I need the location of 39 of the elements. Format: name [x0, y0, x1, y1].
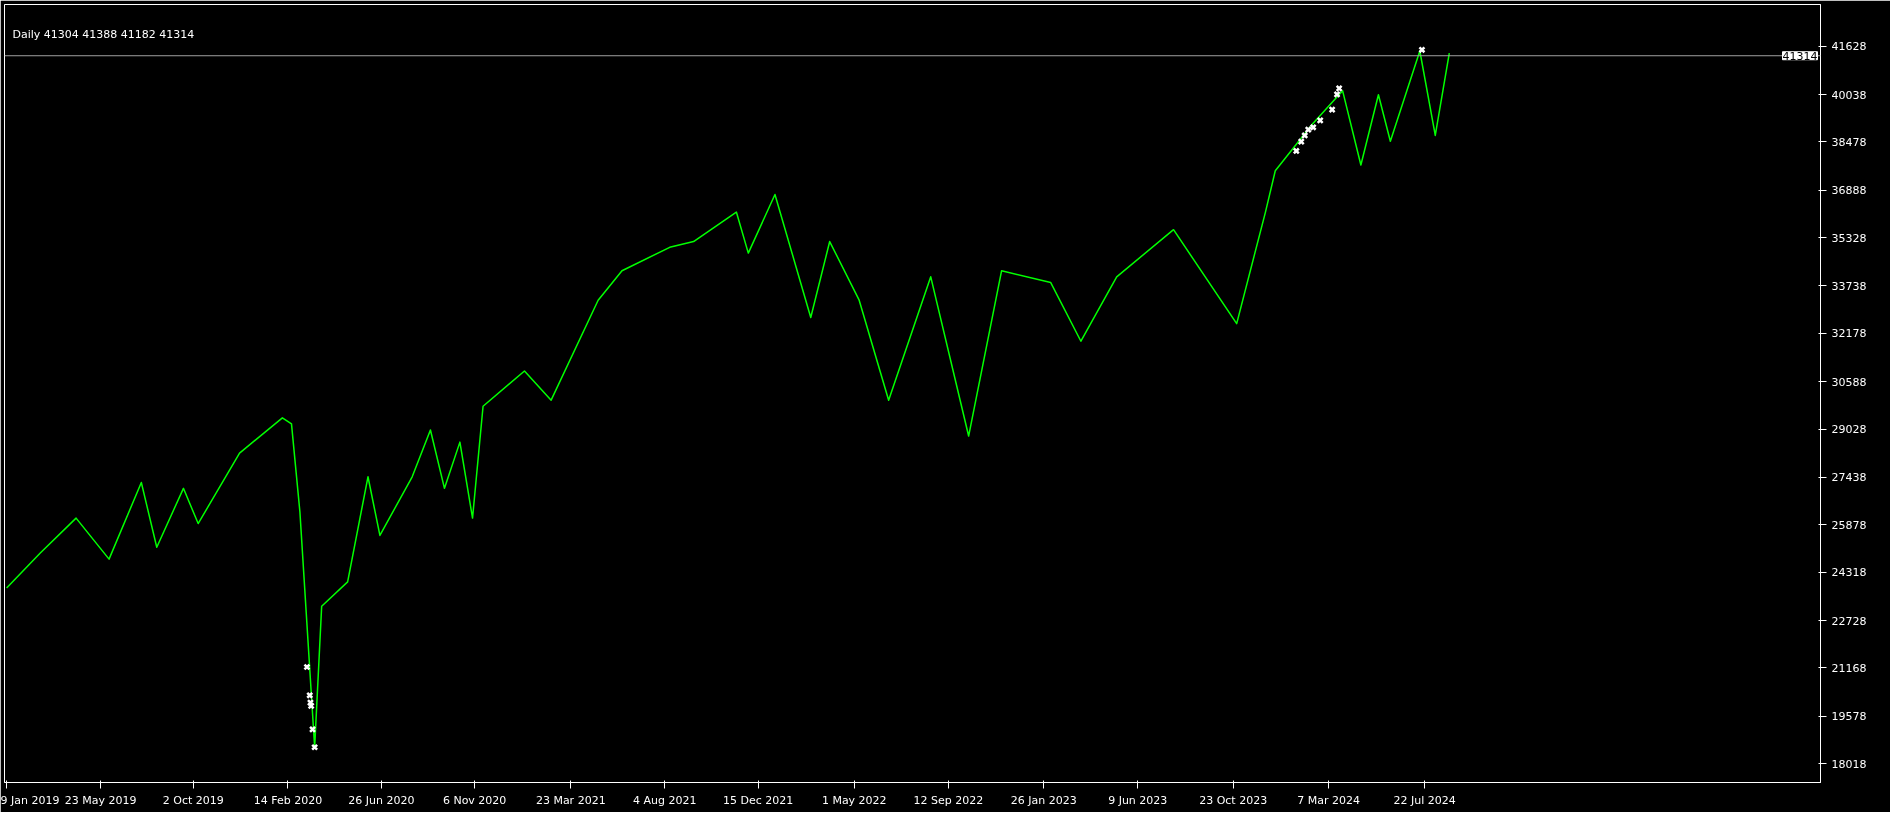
- point: [1328, 105, 1336, 114]
- y-tick-label: 32178: [1831, 327, 1867, 341]
- y-tick-label: 22728: [1831, 614, 1867, 628]
- y-tick-label: 35328: [1831, 231, 1867, 245]
- y-tick-label: 38478: [1831, 135, 1867, 149]
- x-tick-label: 7 Mar 2024: [1297, 793, 1360, 807]
- line-series: [5, 50, 1451, 748]
- x-tick-label: 12 Sep 2022: [913, 793, 984, 807]
- y-tick-label: 30588: [1831, 375, 1867, 389]
- x-tick-label: 23 May 2019: [64, 793, 137, 807]
- y-tick-label: 36888: [1831, 184, 1867, 198]
- y-tick-label: 19578: [1831, 710, 1867, 724]
- point: [1292, 147, 1301, 155]
- x-tick-label: 15 Dec 2021: [722, 793, 794, 807]
- x-tick-label: 9 Jun 2023: [1108, 793, 1168, 807]
- x-tick-label: 2 Oct 2019: [162, 793, 224, 807]
- x-tick-label: 6 Nov 2020: [442, 793, 507, 807]
- y-tick-label: 25878: [1831, 518, 1867, 532]
- x-tick-label: 22 Jul 2024: [1393, 793, 1456, 807]
- y-tick-label: 27438: [1831, 471, 1867, 485]
- x-tick-label: 4 Aug 2021: [633, 793, 697, 807]
- y-tick-label: 40038: [1831, 88, 1867, 102]
- x-tick-label: 14 Feb 2020: [253, 793, 323, 807]
- y-tick-label: 29028: [1831, 423, 1867, 437]
- y-tick-label: 18018: [1831, 757, 1867, 771]
- x-tick-label: 23 Oct 2023: [1199, 793, 1268, 807]
- y-tick-label: 33738: [1831, 279, 1867, 293]
- point: [1333, 90, 1341, 99]
- point: [1335, 84, 1343, 93]
- ref-line-label: 41314: [1782, 49, 1818, 63]
- y-tick-label: 24318: [1831, 566, 1867, 580]
- x-tick-label: 23 Mar 2021: [535, 793, 606, 807]
- x-tick-label: 9 Jan 2019: [0, 793, 60, 807]
- x-tick-label: 26 Jun 2020: [348, 793, 415, 807]
- x-tick-label: 26 Jan 2023: [1010, 793, 1077, 807]
- y-tick-label: 41628: [1831, 40, 1867, 54]
- text: Daily 41304 41388 41182 41314: [12, 27, 195, 41]
- y-tick-label: 21168: [1831, 661, 1867, 675]
- x-tick-label: 1 May 2022: [821, 793, 887, 807]
